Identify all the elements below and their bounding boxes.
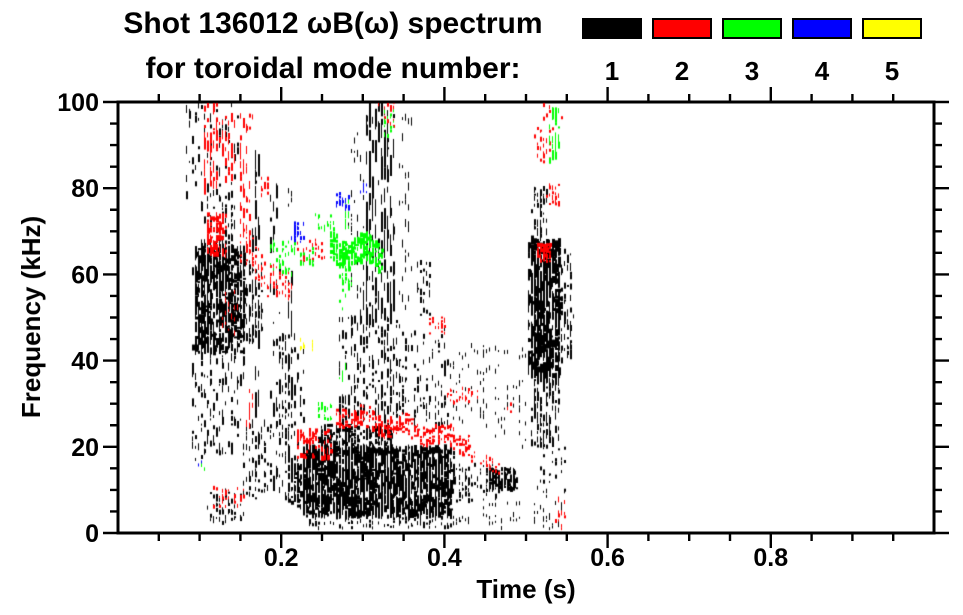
y-axis-title: Frequency (kHz) — [16, 215, 46, 419]
x-axis-title: Time (s) — [476, 574, 576, 604]
